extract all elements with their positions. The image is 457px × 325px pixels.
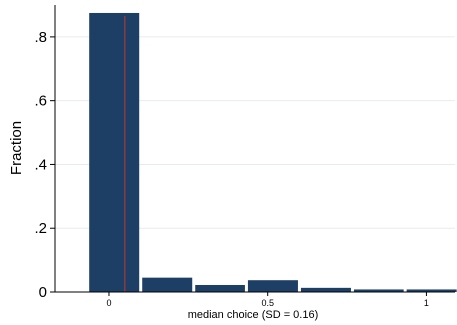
x-tick-label-0: 0 — [106, 298, 111, 308]
y-axis-title: Fraction — [8, 121, 25, 175]
axes — [54, 5, 455, 293]
y-ticks: 0 .2 .4 .6 .8 — [34, 29, 55, 301]
y-tick-label-0: 0 — [39, 284, 47, 301]
y-tick-label-3: .6 — [34, 93, 47, 110]
x-tick-label-1: 0.5 — [261, 298, 274, 308]
bars — [89, 12, 457, 292]
x-tick-label-2: 1 — [424, 298, 429, 308]
bar-5 — [353, 289, 404, 292]
y-tick-label-1: .2 — [34, 220, 47, 237]
bar-6 — [406, 289, 457, 292]
x-ticks: 0 0.5 1 — [106, 292, 429, 308]
bar-3 — [247, 280, 298, 292]
y-tick-label-2: .4 — [34, 156, 47, 173]
y-tick-label-4: .8 — [34, 29, 47, 46]
x-axis-title: median choice (SD = 0.16) — [188, 309, 319, 321]
bar-1 — [142, 277, 193, 292]
bar-2 — [195, 284, 245, 292]
bar-0 — [89, 12, 140, 292]
bar-4 — [300, 287, 351, 292]
